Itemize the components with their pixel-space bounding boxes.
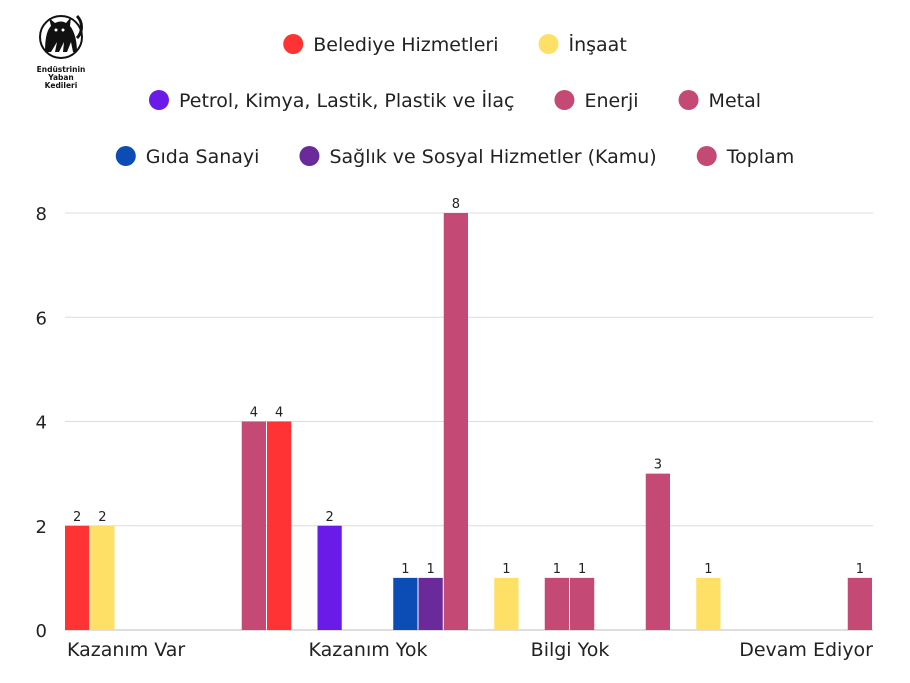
legend-swatch xyxy=(554,90,575,110)
legend-swatch xyxy=(148,90,169,110)
logo-line-2: Yaban xyxy=(48,73,74,82)
data-label: 1 xyxy=(578,562,586,577)
bar-toplam xyxy=(645,473,670,630)
bar-enerji xyxy=(544,577,569,630)
legend-label-sa-l-k-ve-sosyal-hizmetler-kamu: Sağlık ve Sosyal Hizmetler (Kamu) xyxy=(329,146,656,168)
data-label: 4 xyxy=(275,406,283,421)
legend-swatch xyxy=(115,146,136,166)
bar-sa-l-k-ve-sosyal-hizmetler-kamu xyxy=(418,577,443,630)
y-tick-label: 6 xyxy=(36,308,47,329)
data-label: 4 xyxy=(250,406,258,421)
data-label: 1 xyxy=(401,562,409,577)
bar-belediye-hizmetleri xyxy=(267,421,292,630)
data-label: 3 xyxy=(654,458,662,473)
legend-swatch xyxy=(678,90,699,110)
legend-label-i-n-aat: İnşaat xyxy=(568,33,626,56)
legend-swatch xyxy=(299,146,320,166)
x-category-label: Kazanım Var xyxy=(67,639,185,661)
legend-swatch xyxy=(696,146,717,166)
bars xyxy=(65,213,872,630)
data-label: 2 xyxy=(73,510,81,525)
data-label: 1 xyxy=(553,562,561,577)
logo-line-1: Endüstrinin xyxy=(36,65,86,74)
bar-metal xyxy=(570,577,595,630)
bar-i-n-aat xyxy=(696,577,721,630)
y-tick-label: 8 xyxy=(36,204,47,225)
y-tick-label: 2 xyxy=(36,517,47,538)
legend-label-toplam: Toplam xyxy=(726,146,795,168)
data-label: 1 xyxy=(426,562,434,577)
legend-swatch xyxy=(538,34,559,54)
y-tick-label: 0 xyxy=(36,621,47,642)
legend: Belediye Hizmetleri İnşaat Petrol, Kimya, … xyxy=(115,33,795,168)
bar-i-n-aat xyxy=(90,525,115,630)
legend-label-metal: Metal xyxy=(709,90,761,112)
logo: Endüstrinin Yaban Kedileri xyxy=(30,8,92,96)
legend-swatch xyxy=(283,34,304,54)
data-label: 1 xyxy=(502,562,510,577)
y-axis: 0 2 4 6 8 xyxy=(36,204,47,642)
legend-label-enerji: Enerji xyxy=(584,90,638,112)
data-label: 1 xyxy=(856,562,864,577)
gridlines xyxy=(65,212,873,631)
data-label: 1 xyxy=(704,562,712,577)
bar-belediye-hizmetleri xyxy=(65,525,90,630)
bar-g-da-sanayi xyxy=(393,577,418,630)
x-axis: Kazanım Var Kazanım Yok Bilgi Yok Devam Edi… xyxy=(67,639,873,661)
bar-i-n-aat xyxy=(494,577,519,630)
data-label: 8 xyxy=(452,197,460,212)
bar-toplam xyxy=(241,421,266,630)
legend-label-belediye-hizmetleri: Belediye Hizmetleri xyxy=(313,34,498,56)
x-category-label: Devam Ediyor xyxy=(739,639,873,661)
legend-label-petrol-kimya-lastik-plastik-ve-i-la: Petrol, Kimya, Lastik, Plastik ve İlaç xyxy=(179,89,514,112)
data-label: 2 xyxy=(325,510,333,525)
logo-line-3: Kedileri xyxy=(44,81,78,90)
data-label: 2 xyxy=(98,510,106,525)
legend-label-g-da-sanayi: Gıda Sanayi xyxy=(146,146,260,168)
bar-toplam xyxy=(847,577,872,630)
data-labels: 2 4 2 1 1 2 1 1 1 1 4 8 3 1 xyxy=(73,197,864,577)
x-category-label: Kazanım Yok xyxy=(309,639,428,661)
x-category-label: Bilgi Yok xyxy=(531,639,610,661)
black-cat-icon xyxy=(39,14,83,59)
bar-petrol-kimya-lastik-plastik-ve-i-la xyxy=(317,525,342,630)
y-tick-label: 4 xyxy=(36,413,47,434)
bar-toplam xyxy=(443,213,468,630)
